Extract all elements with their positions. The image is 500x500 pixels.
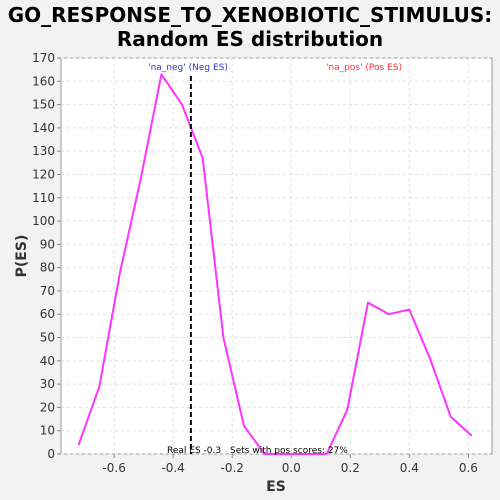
data-point bbox=[222, 336, 225, 339]
y-tick-label: 160 bbox=[32, 74, 55, 88]
grid-lines bbox=[61, 57, 492, 455]
y-tick-label: 20 bbox=[40, 400, 55, 414]
y-axis-label: P(ES) bbox=[14, 235, 30, 278]
chart-title-line-1: GO_RESPONSE_TO_XENOBIOTIC_STIMULUS: bbox=[7, 3, 493, 27]
data-point bbox=[470, 434, 473, 437]
data-point bbox=[305, 453, 307, 455]
series-layer bbox=[77, 73, 473, 455]
x-tick-label: 0.0 bbox=[282, 461, 301, 475]
y-tick-label: 150 bbox=[32, 98, 55, 112]
y-tick-label: 10 bbox=[40, 424, 55, 438]
data-point bbox=[408, 308, 411, 311]
data-point bbox=[139, 178, 142, 180]
data-point bbox=[98, 385, 101, 388]
data-point bbox=[346, 408, 349, 411]
y-tick-label: 90 bbox=[40, 237, 55, 251]
x-tick-label: -0.4 bbox=[161, 461, 184, 475]
x-tick-label: 0.2 bbox=[341, 461, 360, 475]
data-point bbox=[243, 425, 245, 427]
y-tick-label: 50 bbox=[40, 331, 55, 345]
data-point bbox=[284, 453, 287, 455]
data-point bbox=[449, 415, 452, 418]
data-point bbox=[429, 357, 431, 360]
axes: 0 10 20 30 40 50 60 70 80 90 100 110 120 130 140 150 160… bbox=[32, 51, 478, 475]
pos-scores-label: Sets with pos scores: 27% bbox=[230, 446, 348, 456]
data-point bbox=[387, 313, 390, 316]
y-tick-label: 80 bbox=[40, 261, 55, 275]
data-point bbox=[181, 103, 183, 106]
data-point bbox=[263, 453, 266, 455]
neg-es-label: 'na_neg' (Neg ES) bbox=[148, 63, 228, 73]
y-tick-label: 110 bbox=[32, 191, 55, 205]
chart-title-line-2: Random ES distribution bbox=[116, 27, 384, 51]
x-tick-label: -0.6 bbox=[102, 461, 125, 475]
y-tick-label: 170 bbox=[32, 51, 55, 65]
data-point bbox=[119, 271, 121, 274]
data-point bbox=[77, 443, 80, 446]
y-tick-label: 60 bbox=[40, 307, 55, 321]
data-point bbox=[325, 453, 328, 455]
series-line bbox=[77, 73, 472, 455]
y-tick-label: 120 bbox=[32, 167, 55, 181]
x-tick-label: 0.6 bbox=[459, 461, 478, 475]
real-es-label: Real ES -0.3 bbox=[167, 446, 221, 456]
x-axis-label: ES bbox=[266, 479, 286, 495]
plot-area bbox=[60, 57, 493, 455]
y-tick-label: 140 bbox=[32, 121, 55, 135]
x-tick-label: 0.4 bbox=[400, 461, 419, 475]
data-point bbox=[367, 301, 369, 304]
pos-es-label: 'na_pos' (Pos ES) bbox=[326, 63, 402, 73]
data-point bbox=[160, 73, 163, 76]
y-tick-label: 100 bbox=[32, 214, 55, 228]
x-tick-label: -0.2 bbox=[221, 461, 244, 475]
y-tick-label: 130 bbox=[32, 144, 55, 158]
y-tick-label: 30 bbox=[40, 377, 55, 391]
y-tick-label: 70 bbox=[40, 284, 55, 298]
y-tick-label: 0 bbox=[47, 447, 55, 461]
y-tick-label: 40 bbox=[40, 354, 55, 368]
data-point bbox=[201, 157, 204, 159]
